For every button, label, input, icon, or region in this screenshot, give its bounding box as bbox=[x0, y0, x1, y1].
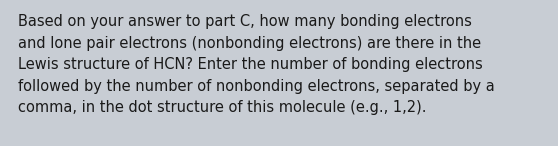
Text: Based on your answer to part C, how many bonding electrons
and lone pair electro: Based on your answer to part C, how many… bbox=[18, 14, 495, 115]
